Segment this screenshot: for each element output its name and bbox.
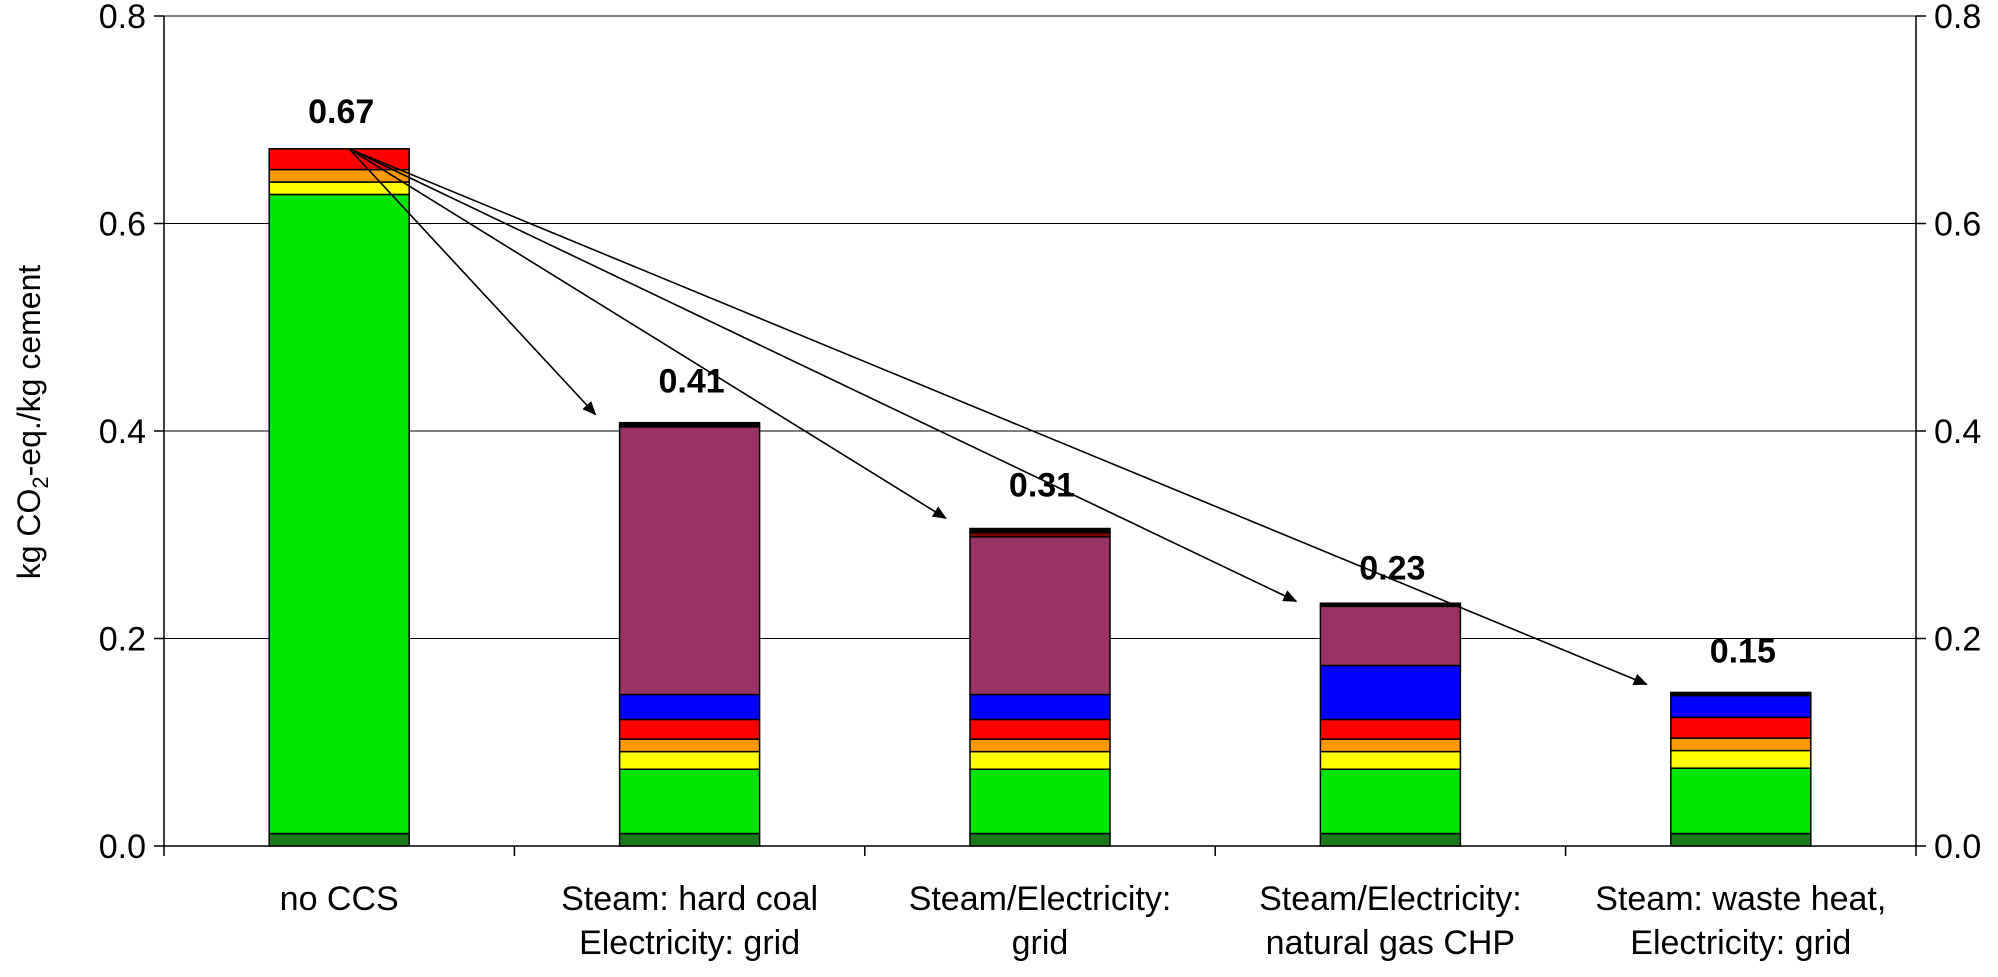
bar-segment xyxy=(969,536,1111,696)
bar-segment xyxy=(1319,768,1462,835)
bar-segment xyxy=(268,168,410,183)
x-category-label: Steam/Electricity: natural gas CHP xyxy=(1259,880,1522,962)
bar-segment xyxy=(969,832,1111,847)
x-category-label: Steam: hard coal Electricity: grid xyxy=(561,880,818,962)
x-category-label: Steam: waste heat, Electricity: grid xyxy=(1595,880,1886,962)
bar-segment xyxy=(1319,605,1462,667)
bar-segment xyxy=(618,768,761,835)
bar-segment xyxy=(1319,718,1462,740)
y-axis-label: kg CO2-eq./kg cement xyxy=(11,265,53,580)
bar-segment xyxy=(969,738,1111,753)
bar-segment xyxy=(1670,691,1812,697)
bar-segment xyxy=(618,693,761,721)
x-category-label-line: Steam: waste heat, xyxy=(1595,880,1886,918)
bar-total-label: 0.41 xyxy=(659,363,725,401)
x-category-label-line: natural gas CHP xyxy=(1266,924,1515,962)
annotation-arrow xyxy=(348,148,1298,603)
bar-segment xyxy=(1670,767,1812,835)
bar-segment xyxy=(618,421,761,428)
y-tick-label-left: 0.2 xyxy=(99,621,146,659)
bar-segment xyxy=(969,718,1111,740)
bar-segment xyxy=(268,832,410,847)
bar-total-label: 0.15 xyxy=(1710,632,1776,670)
bar-total-label: 0.23 xyxy=(1359,549,1425,587)
x-category-label-line: Steam: hard coal xyxy=(561,880,818,918)
x-category-label-line: Electricity: grid xyxy=(1630,924,1851,962)
bar-segment xyxy=(618,738,761,753)
y-tick-label-right: 0.4 xyxy=(1934,413,1981,451)
bar-segment xyxy=(1670,716,1812,739)
bar-total-label: 0.31 xyxy=(1009,466,1075,504)
x-category-label-line: Steam/Electricity: xyxy=(1259,880,1522,918)
annotation-arrow xyxy=(348,148,597,416)
annotation-arrow xyxy=(348,148,947,520)
y-tick-label-right: 0.2 xyxy=(1934,621,1981,659)
bar-total-label: 0.67 xyxy=(308,93,374,131)
x-category-label-line: Steam/Electricity: xyxy=(909,880,1172,918)
y-tick-label-left: 0.8 xyxy=(99,0,146,36)
bar-segment xyxy=(618,750,761,770)
y-tick-label-right: 0.6 xyxy=(1934,206,1981,244)
bar-segment xyxy=(268,148,410,171)
y-tick-label-right: 0.8 xyxy=(1934,0,1981,36)
y-tick-label-right: 0.0 xyxy=(1934,828,1981,866)
bar-segment xyxy=(618,832,761,847)
bar-segment xyxy=(618,718,761,740)
bar-segment xyxy=(1670,737,1812,752)
bar-segment xyxy=(1319,738,1462,753)
x-category-label: Steam/Electricity: grid xyxy=(909,880,1172,962)
bar-segment xyxy=(1319,750,1462,770)
bar-segment xyxy=(969,693,1111,721)
x-category-label-line: Electricity: grid xyxy=(579,924,800,962)
bar-segment xyxy=(618,426,761,696)
bar-segment xyxy=(1319,832,1462,847)
labels: 0.0 0.0 0.2 0.2 0.4 0.4 0.6 0.6 0.8 0.8 0.67 0.41 0.… xyxy=(99,0,1982,962)
y-tick-label-left: 0.4 xyxy=(99,413,146,451)
bar-segment xyxy=(1670,694,1812,719)
bar-segment xyxy=(969,768,1111,835)
y-tick-label-left: 0.0 xyxy=(99,828,146,866)
bar-segment xyxy=(1670,832,1812,847)
x-category-label-line: grid xyxy=(1012,924,1069,962)
arrows xyxy=(348,148,1648,686)
bar-segment xyxy=(268,193,410,835)
annotation-arrow xyxy=(348,148,1648,686)
x-category-label: no CCS xyxy=(280,880,399,918)
y-tick-label-left: 0.6 xyxy=(99,206,146,244)
x-category-label-line: no CCS xyxy=(280,880,399,918)
bar-segment xyxy=(1319,664,1462,721)
bar-segment xyxy=(969,527,1111,534)
bar-segment xyxy=(969,750,1111,770)
bar-segment xyxy=(1670,749,1812,769)
bar-segment xyxy=(268,181,410,196)
bar-segment xyxy=(1319,602,1462,608)
